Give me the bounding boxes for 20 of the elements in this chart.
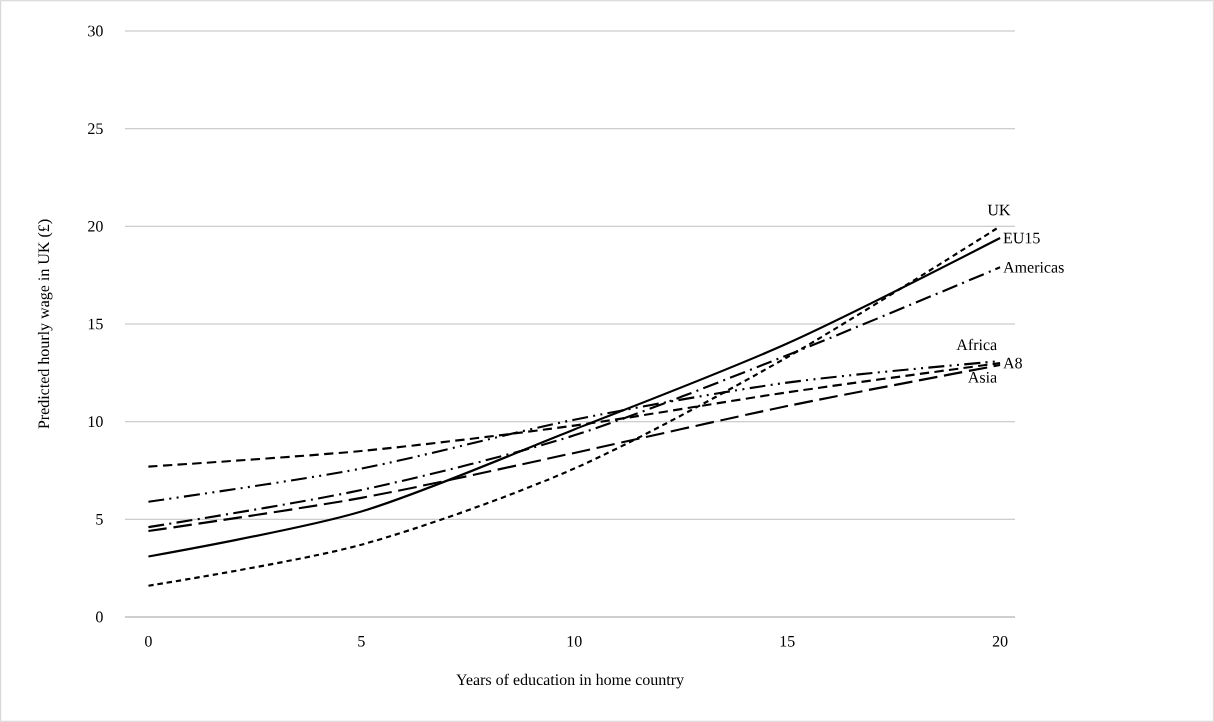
x-tick-label: 15 xyxy=(780,635,795,647)
series-label: UK xyxy=(987,204,1011,216)
series-label: EU15 xyxy=(1003,232,1040,244)
x-tick-label: 5 xyxy=(358,635,365,647)
y-axis-title: Predicted hourly wage in UK (£) xyxy=(37,219,53,429)
series-label: Americas xyxy=(1003,261,1064,273)
y-tick-label: 30 xyxy=(88,25,103,37)
series-label: Asia xyxy=(967,371,997,383)
x-tick-label: 20 xyxy=(992,635,1008,647)
y-tick-label: 15 xyxy=(88,318,103,330)
x-tick-label: 10 xyxy=(567,635,582,647)
series-label: A8 xyxy=(1003,357,1022,369)
x-tick-label: 0 xyxy=(145,635,152,647)
y-tick-label: 25 xyxy=(88,123,103,135)
y-tick-label: 20 xyxy=(88,220,103,232)
series-label: Africa xyxy=(956,338,997,351)
y-tick-label: 10 xyxy=(88,416,103,428)
y-tick-label: 0 xyxy=(96,611,103,623)
y-tick-label: 5 xyxy=(96,514,103,525)
x-axis-title: Years of education in home country xyxy=(456,673,685,689)
